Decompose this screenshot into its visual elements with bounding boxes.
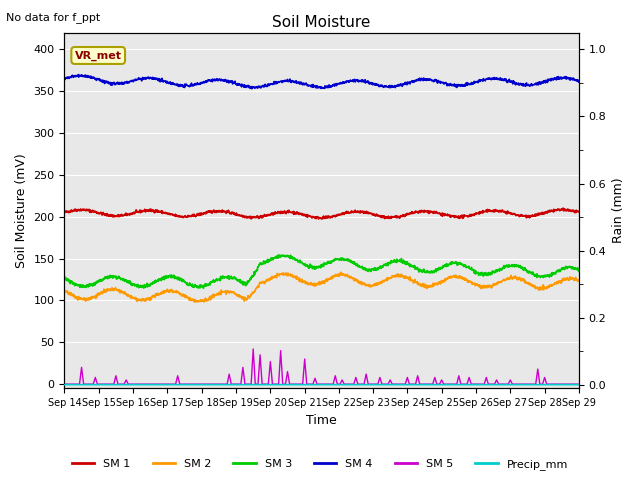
Text: VR_met: VR_met xyxy=(75,50,122,60)
Legend: SM 1, SM 2, SM 3, SM 4, SM 5, Precip_mm: SM 1, SM 2, SM 3, SM 4, SM 5, Precip_mm xyxy=(68,455,572,474)
Y-axis label: Rain (mm): Rain (mm) xyxy=(612,178,625,243)
X-axis label: Time: Time xyxy=(307,414,337,427)
Text: No data for f_ppt: No data for f_ppt xyxy=(6,12,100,23)
Y-axis label: Soil Moisture (mV): Soil Moisture (mV) xyxy=(15,153,28,268)
Title: Soil Moisture: Soil Moisture xyxy=(273,15,371,30)
